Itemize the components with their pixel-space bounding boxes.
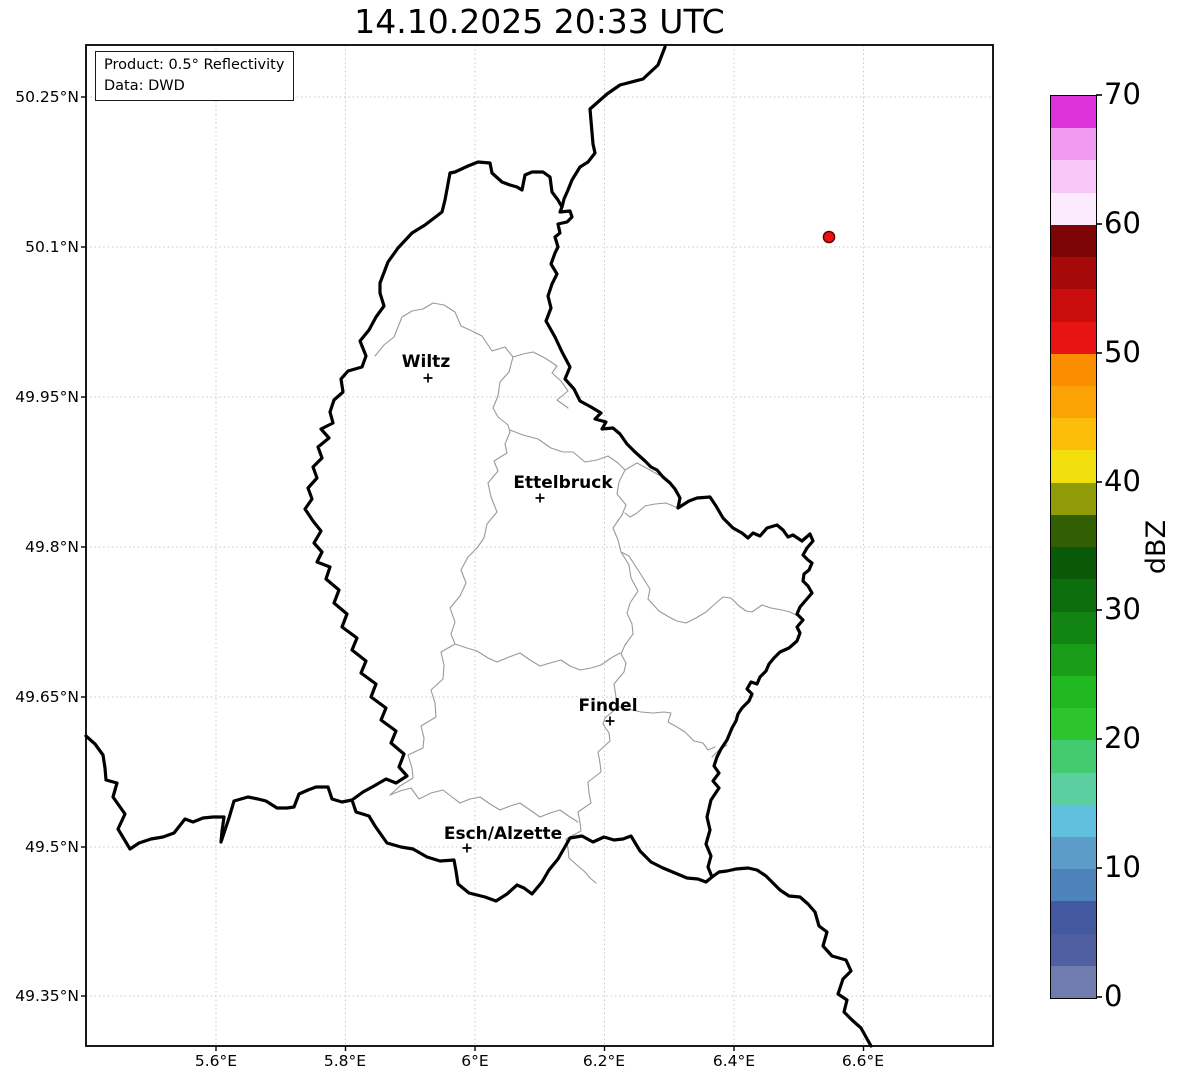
belgium-france-border (84, 734, 354, 851)
axes-frame (85, 44, 994, 1047)
colorbar-segment (1051, 450, 1096, 483)
luxembourg-border (303, 160, 815, 903)
colorbar-tick-label: 40 (1104, 464, 1141, 498)
colorbar-segment (1051, 321, 1096, 354)
lat-tick-label: 49.65°N (15, 688, 79, 706)
country-borders (84, 45, 873, 1048)
lon-tick-label: 6.4°E (712, 1052, 756, 1070)
lat-tick-label: 49.8°N (25, 538, 79, 556)
city-marker-ettelbruck (535, 493, 545, 503)
plot-title: 14.10.2025 20:33 UTC (354, 2, 725, 41)
colorbar-segment (1051, 643, 1096, 676)
axis-ticks (81, 96, 865, 1051)
colorbar-segment (1051, 418, 1096, 451)
colorbar-segment (1051, 482, 1096, 515)
city-marker-esch (462, 843, 472, 853)
colorbar-segment (1051, 611, 1096, 644)
city-label-ettelbruck: Ettelbruck (513, 473, 613, 493)
colorbar-ticks (1096, 94, 1102, 998)
colorbar-segment (1051, 192, 1096, 225)
colorbar-segment (1051, 869, 1096, 902)
radar-site-dot (822, 230, 836, 244)
lon-tick-label: 5.8°E (323, 1052, 367, 1070)
colorbar-segment (1051, 224, 1096, 258)
colorbar-segment (1051, 579, 1096, 612)
lat-tick-label: 50.1°N (25, 238, 79, 256)
city-label-wiltz: Wiltz (402, 352, 451, 372)
lon-tick-label: 6.6°E (841, 1052, 885, 1070)
colorbar-tick-label: 60 (1104, 206, 1141, 240)
colorbar-tick-label: 10 (1104, 850, 1141, 884)
lat-tick-label: 50.25°N (15, 88, 79, 106)
colorbar-segment (1051, 96, 1096, 129)
lon-tick-label: 6°E (461, 1052, 489, 1070)
graticule (86, 45, 993, 1046)
colorbar-segment (1051, 675, 1096, 709)
colorbar-segment (1051, 965, 1096, 999)
lon-tick-label: 5.6°E (194, 1052, 238, 1070)
colorbar-segment (1051, 514, 1096, 548)
lat-tick-label: 49.35°N (15, 987, 79, 1005)
city-label-esch: Esch/Alzette (444, 824, 562, 844)
colorbar-tick-label: 20 (1104, 721, 1141, 755)
colorbar-tick-label: 0 (1104, 979, 1123, 1013)
colorbar-segment (1051, 128, 1096, 161)
colorbar-segment (1051, 772, 1096, 805)
colorbar-segment (1051, 353, 1096, 386)
lat-tick-label: 49.95°N (15, 388, 79, 406)
colorbar-segment (1051, 708, 1096, 741)
colorbar-segment (1051, 804, 1096, 838)
colorbar-segment (1051, 547, 1096, 580)
info-product: Product: 0.5° Reflectivity (104, 57, 285, 73)
colorbar-segment (1051, 740, 1096, 773)
info-data-source: Data: DWD (104, 77, 185, 94)
colorbar-tick-label: 50 (1104, 335, 1141, 369)
lon-tick-label: 6.2°E (582, 1052, 626, 1070)
colorbar-segment (1051, 901, 1096, 934)
district-borders (374, 302, 799, 884)
colorbar-tick-label: 30 (1104, 592, 1141, 626)
colorbar-segment (1051, 257, 1096, 290)
colorbar (1050, 95, 1097, 999)
colorbar-segment (1051, 385, 1096, 419)
belgium-germany-border (560, 45, 667, 209)
lat-tick-label: 49.5°N (25, 838, 79, 856)
city-markers (423, 373, 615, 853)
city-marker-findel (605, 716, 615, 726)
colorbar-segment (1051, 933, 1096, 966)
colorbar-segment (1051, 160, 1096, 193)
info-box: Product: 0.5° Reflectivity Data: DWD (95, 51, 295, 102)
colorbar-tick-label: 70 (1104, 77, 1141, 111)
colorbar-segment (1051, 837, 1096, 870)
france-germany-border (710, 866, 873, 1048)
city-marker-wiltz (423, 373, 433, 383)
colorbar-segment (1051, 289, 1096, 322)
city-label-findel: Findel (578, 696, 637, 716)
